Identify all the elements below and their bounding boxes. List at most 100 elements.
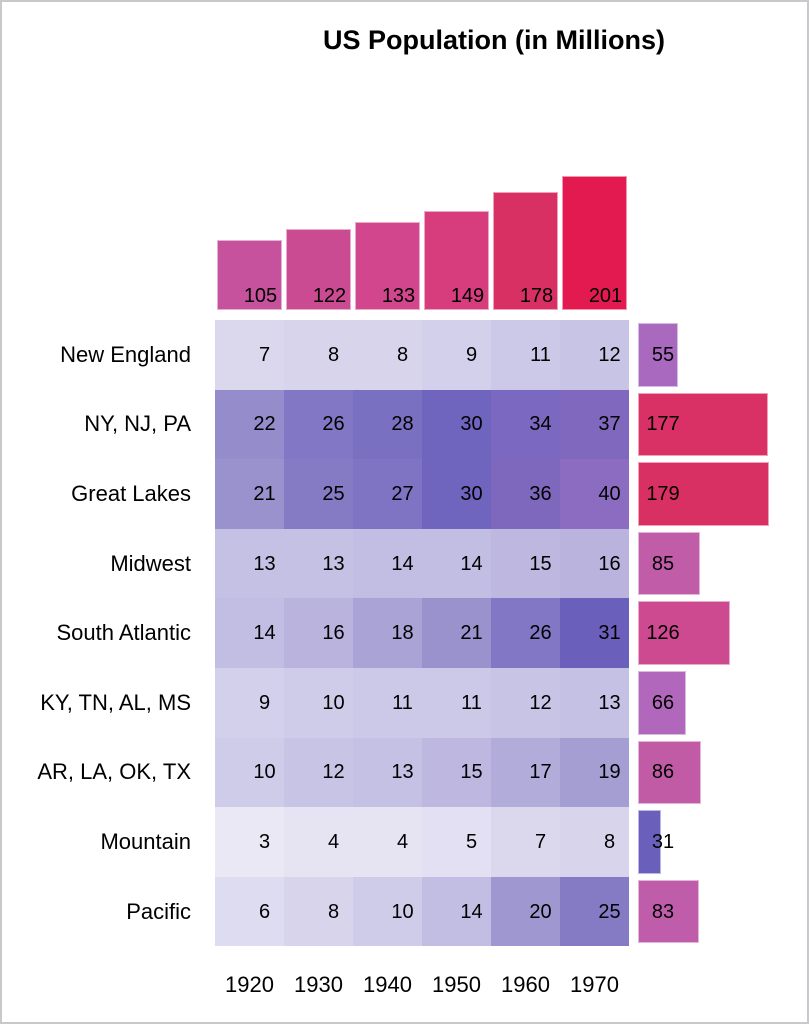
heatmap-cell <box>560 807 629 877</box>
heatmap-cell <box>491 876 560 947</box>
heatmap-cell <box>353 598 422 668</box>
heatmap-cell-value: 21 <box>253 483 276 505</box>
heatmap-cell-value: 17 <box>529 761 552 784</box>
heatmap-cell-value: 13 <box>253 552 276 575</box>
row-label: South Atlantic <box>56 620 191 646</box>
row-total-bar <box>638 531 701 596</box>
row-total-label: 85 <box>651 552 675 575</box>
heatmap-cell-value: 30 <box>460 413 483 436</box>
heatmap-cell-value: 19 <box>598 761 621 784</box>
heatmap-cell <box>422 807 491 877</box>
heatmap-cell-value: 16 <box>598 552 621 575</box>
heatmap-cell <box>422 598 491 668</box>
heatmap-cell <box>353 807 422 877</box>
heatmap-cell <box>284 528 353 599</box>
heatmap-cell <box>422 668 491 738</box>
x-axis-label: 1960 <box>501 971 550 997</box>
heatmap-cell-value: 9 <box>258 691 271 714</box>
heatmap-cell <box>353 459 422 529</box>
column-total-bar <box>424 210 489 310</box>
column-total-bar <box>217 240 282 310</box>
row-total-label: 86 <box>651 761 675 784</box>
heatmap-cell-value: 9 <box>465 343 478 366</box>
heatmap-cell <box>560 389 629 460</box>
heatmap-cell <box>422 528 491 599</box>
column-total-label: 201 <box>588 284 623 307</box>
heatmap-cell <box>560 528 629 599</box>
x-axis-label: 1920 <box>225 971 274 997</box>
chart-title: US Population (in Millions) <box>323 25 665 55</box>
heatmap-cell-value: 15 <box>529 552 552 575</box>
x-axis-label: 1970 <box>570 971 619 997</box>
heatmap-cell-value: 25 <box>598 900 621 923</box>
heatmap-cell-value: 13 <box>598 691 621 714</box>
row-total-label: 126 <box>646 622 680 645</box>
column-total-bar <box>355 221 420 310</box>
heatmap-cell-value: 13 <box>322 552 345 575</box>
column-total-label: 133 <box>381 284 416 307</box>
heatmap-cell <box>215 598 284 668</box>
heatmap-cell <box>284 389 353 460</box>
heatmap-cell <box>422 876 491 947</box>
heatmap-cell-value: 8 <box>396 343 409 366</box>
row-total-bar <box>638 671 687 735</box>
heatmap-cell-value: 14 <box>391 552 414 575</box>
heatmap-cell <box>353 320 422 390</box>
column-total-label: 105 <box>243 284 278 307</box>
column-total-bar <box>493 191 558 310</box>
heatmap-cell-value: 12 <box>598 343 621 366</box>
heatmap-cell-value: 34 <box>529 413 552 436</box>
heatmap-cell-value: 4 <box>396 831 409 853</box>
x-axis-label: 1950 <box>432 971 481 997</box>
heatmap-cell <box>353 668 422 738</box>
row-label: Mountain <box>100 829 191 854</box>
heatmap-cell-value: 22 <box>253 413 276 436</box>
row-label: KY, TN, AL, MS <box>40 689 191 715</box>
row-label: Midwest <box>110 550 191 576</box>
heatmap-cell-value: 10 <box>322 691 345 714</box>
heatmap-cell <box>284 598 353 668</box>
heatmap-cell <box>215 807 284 877</box>
heatmap-cell-value: 15 <box>460 761 483 784</box>
heatmap-cell-value: 7 <box>534 831 547 853</box>
heatmap-cell <box>284 807 353 877</box>
heatmap-cell-value: 30 <box>460 483 483 505</box>
heatmap-cell-value: 10 <box>253 761 276 784</box>
heatmap-cell-value: 20 <box>529 900 552 923</box>
heatmap-cell <box>560 876 629 947</box>
heatmap-cell-value: 14 <box>460 552 483 575</box>
x-axis-label: 1940 <box>363 971 412 997</box>
heatmap-cell-value: 36 <box>529 483 552 505</box>
heatmap-cell <box>491 737 560 808</box>
row-label: Great Lakes <box>71 481 191 506</box>
column-total-bar <box>562 176 627 310</box>
heatmap-cell <box>560 598 629 668</box>
heatmap-cell-value: 27 <box>391 483 414 505</box>
heatmap-cell <box>491 389 560 460</box>
heatmap-cell <box>215 459 284 529</box>
heatmap-cell-value: 12 <box>322 761 345 784</box>
heatmap-cell-value: 26 <box>322 413 345 436</box>
heatmap-cell <box>422 389 491 460</box>
heatmap-cell-value: 18 <box>391 622 414 645</box>
heatmap-cell-value: 8 <box>603 831 616 853</box>
heatmap-cell-value: 8 <box>327 343 340 366</box>
heatmap-cell-value: 6 <box>258 900 271 923</box>
heatmap-cell-value: 5 <box>465 831 478 853</box>
row-total-bar <box>638 323 679 387</box>
row-label: AR, LA, OK, TX <box>37 759 191 785</box>
heatmap-cell <box>491 598 560 668</box>
heatmap-cell-value: 14 <box>460 900 483 923</box>
row-total-label: 31 <box>651 831 675 853</box>
row-label: Pacific <box>126 898 191 924</box>
heatmap-cell <box>215 668 284 738</box>
row-total-label: 66 <box>651 691 675 714</box>
heatmap-cell <box>353 528 422 599</box>
row-total-bar <box>638 392 768 457</box>
heatmap-cell <box>491 668 560 738</box>
row-total-bar <box>638 740 701 805</box>
column-total-label: 178 <box>519 284 554 307</box>
heatmap-cell <box>284 737 353 808</box>
heatmap-cell-value: 14 <box>253 622 276 645</box>
